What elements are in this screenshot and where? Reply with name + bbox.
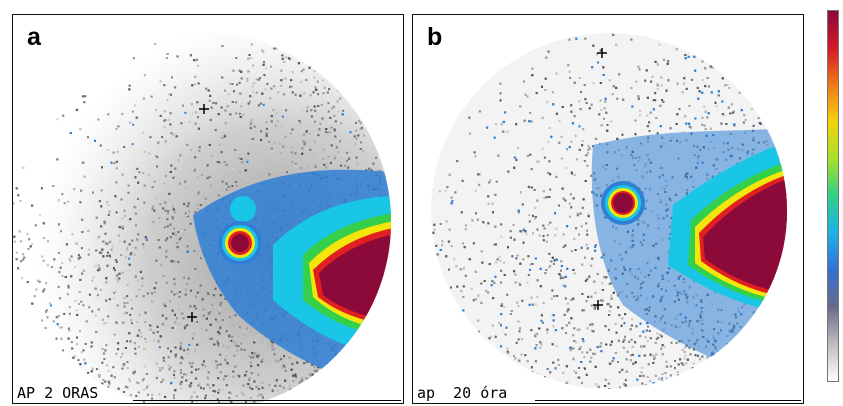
scan-image-a	[13, 32, 391, 403]
hotspot-b	[601, 181, 645, 225]
color-scale-bar	[827, 10, 839, 382]
caption-b: ap 20 óra	[417, 384, 509, 402]
marker-cross-a2	[187, 312, 197, 322]
caption-underline-a	[133, 400, 401, 401]
marker-cross-a1	[199, 104, 209, 114]
marker-cross-b2	[593, 300, 603, 310]
hotspot-a	[218, 196, 262, 265]
panel-b: b ap 20 óra	[412, 14, 804, 404]
caption-a: AP 2 ORAS	[17, 384, 100, 402]
panel-label-a: a	[27, 23, 41, 51]
marker-cross-b1	[597, 48, 607, 58]
scan-image-b	[431, 33, 787, 389]
panel-label-b: b	[427, 23, 443, 51]
caption-underline-b	[535, 400, 801, 401]
panel-a: a AP 2 ORAS	[12, 14, 404, 404]
